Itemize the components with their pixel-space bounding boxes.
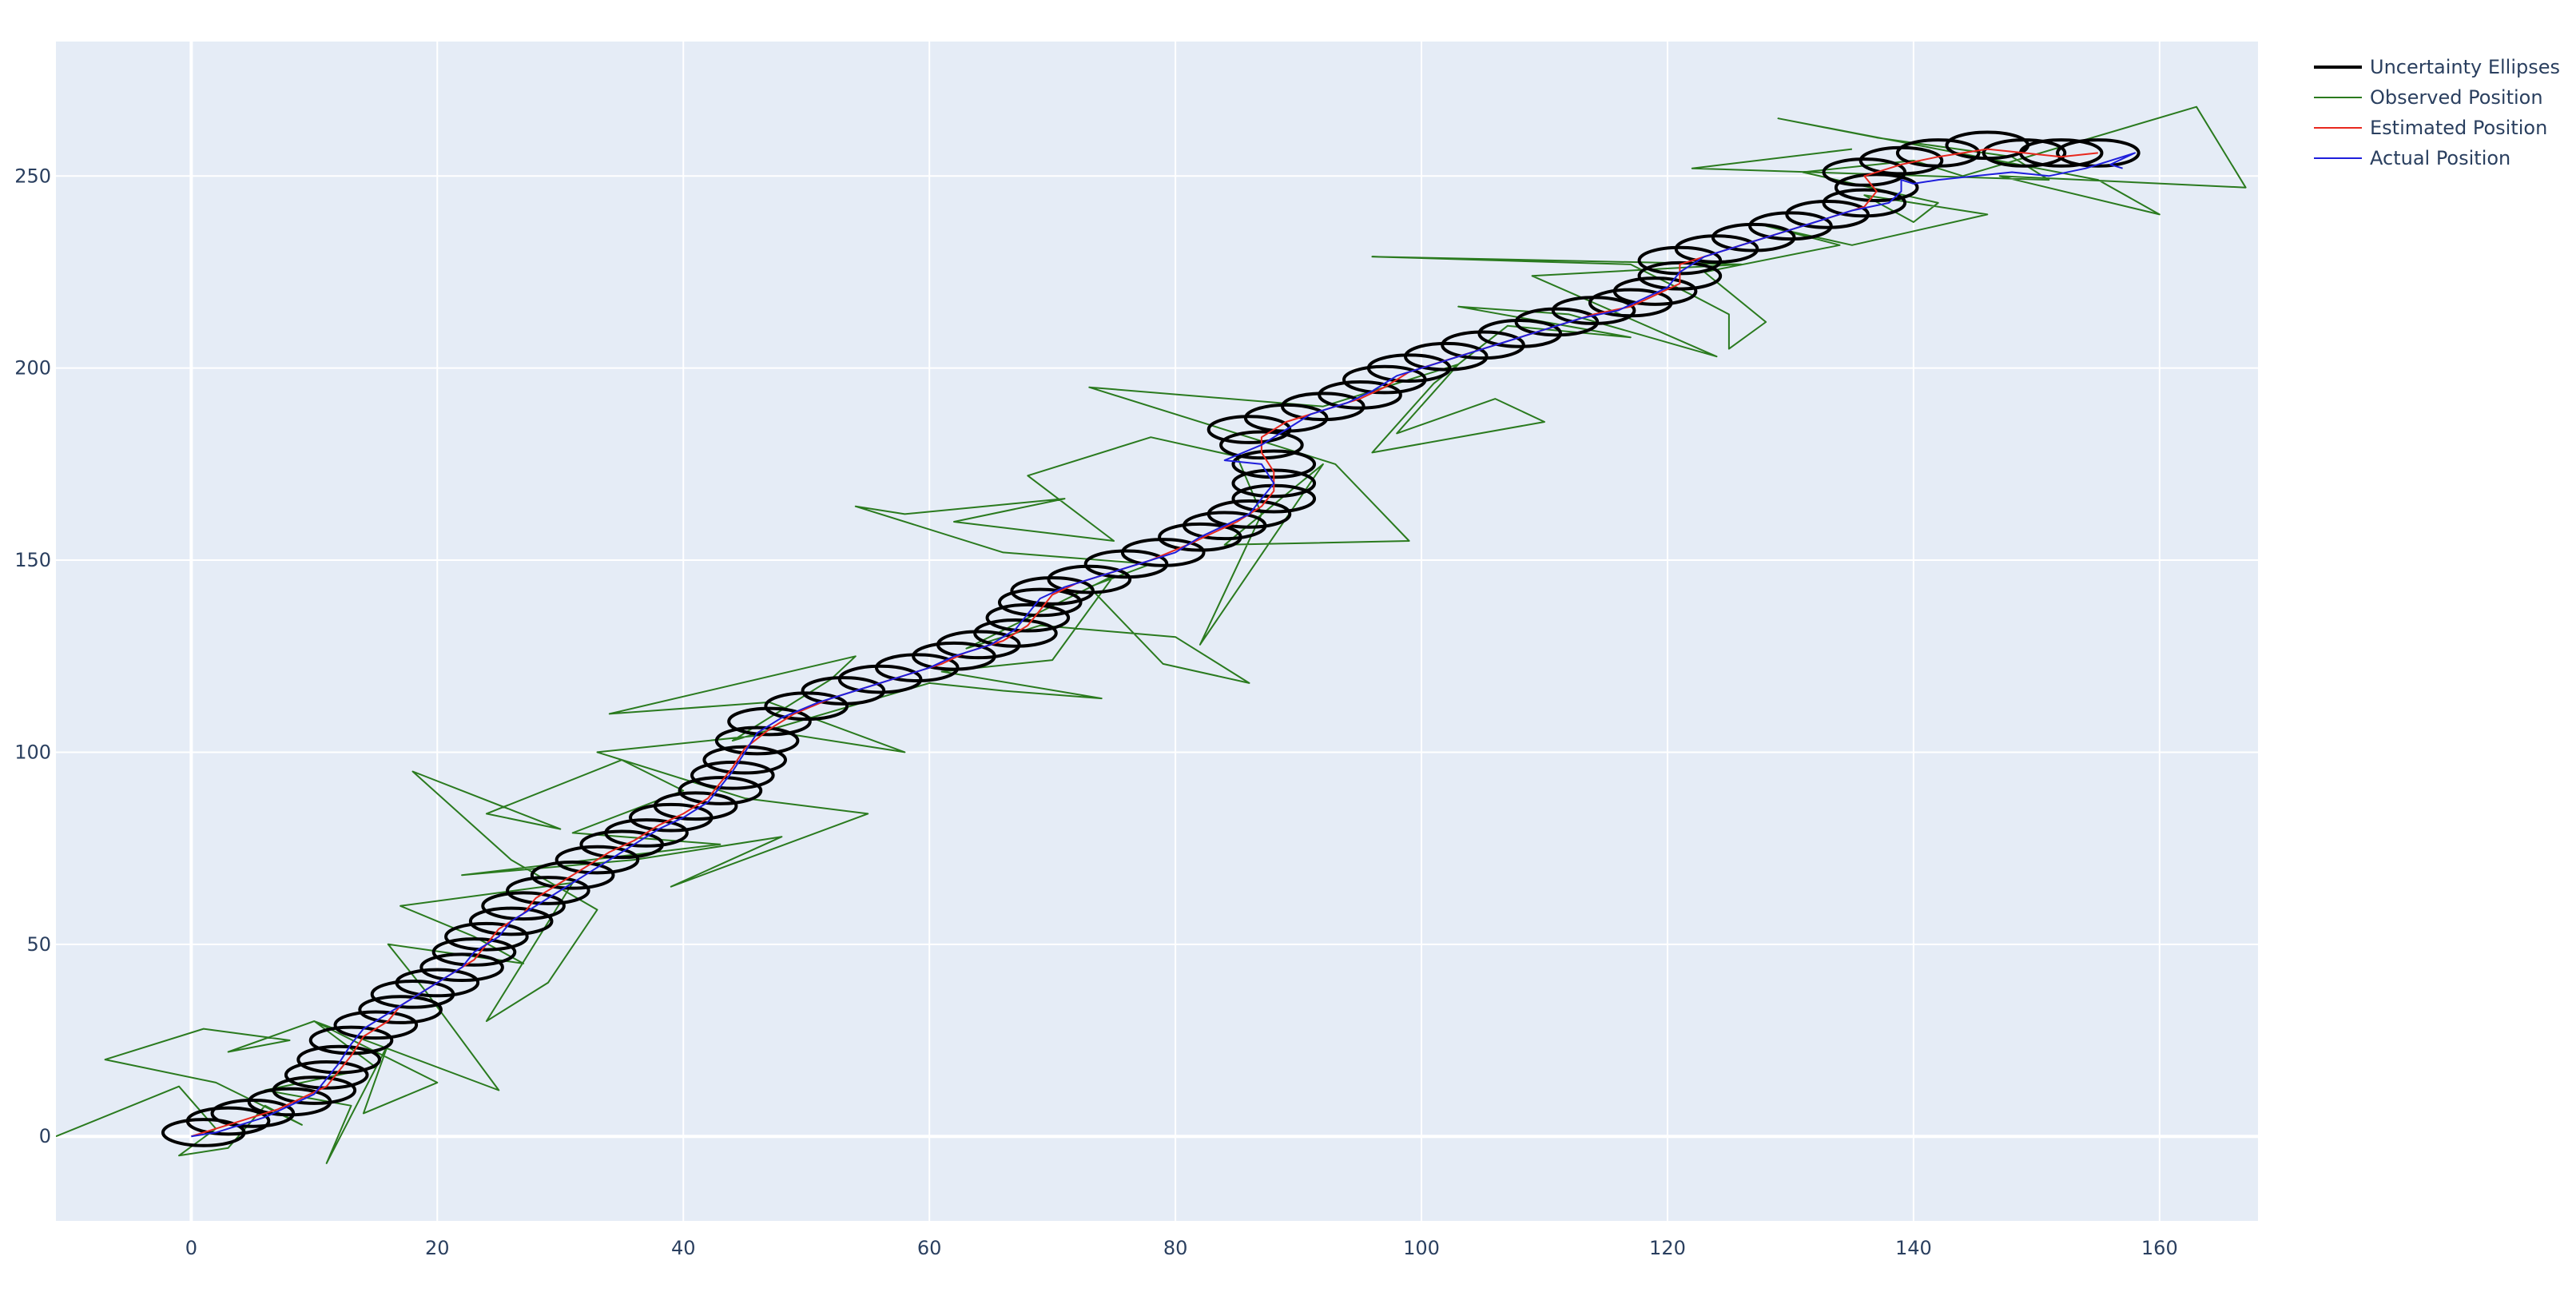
x-tick-label: 80 — [1163, 1237, 1188, 1259]
uncertainty-ellipse — [431, 937, 517, 967]
uncertainty-ellipse — [1834, 173, 1919, 203]
uncertainty-ellipse — [690, 760, 775, 790]
uncertainty-ellipse — [333, 1010, 419, 1040]
uncertainty-ellipse — [419, 952, 504, 983]
uncertainty-ellipse — [727, 706, 812, 737]
uncertainty-ellipse — [185, 1106, 271, 1136]
uncertainty-ellipse — [2056, 138, 2141, 168]
legend-item[interactable]: Estimated Position — [2314, 117, 2547, 139]
y-tick-label: 100 — [14, 741, 51, 763]
legend-item[interactable]: Uncertainty Ellipses — [2314, 56, 2560, 78]
uncertainty-ellipse — [284, 1059, 369, 1090]
legend: Uncertainty Ellipses Observed Position Est… — [2314, 56, 2560, 169]
uncertainty-ellipse — [997, 587, 1083, 618]
legend-label: Observed Position — [2370, 86, 2543, 109]
uncertainty-ellipse — [1318, 380, 1402, 410]
uncertainty-ellipse — [1637, 260, 1723, 291]
uncertainty-ellipse — [1895, 138, 1981, 168]
legend-label: Uncertainty Ellipses — [2370, 56, 2560, 78]
uncertainty-ellipse — [296, 1044, 381, 1075]
x-tick-label: 120 — [1649, 1237, 1686, 1259]
uncertainty-ellipse — [530, 860, 615, 890]
y-tick-label: 50 — [26, 933, 51, 956]
uncertainty-ellipse — [604, 818, 689, 848]
uncertainty-ellipse — [1120, 538, 1206, 567]
legend-label: Estimated Position — [2370, 117, 2547, 139]
y-axis-ticks: 0 50 100 150 200 250 — [14, 165, 51, 1147]
grid — [56, 42, 2258, 1221]
actual-position-line — [191, 152, 2136, 1138]
uncertainty-ellipse — [444, 921, 529, 952]
x-tick-label: 20 — [425, 1237, 450, 1259]
y-tick-label: 200 — [14, 357, 51, 380]
uncertainty-ellipse — [1219, 430, 1304, 460]
uncertainty-ellipse — [1231, 468, 1317, 499]
legend-label: Actual Position — [2370, 147, 2510, 169]
uncertainty-ellipse — [481, 891, 566, 921]
y-tick-label: 150 — [14, 549, 51, 571]
uncertainty-ellipse — [764, 691, 849, 722]
x-tick-label: 0 — [185, 1237, 197, 1259]
uncertainty-ellipse — [702, 745, 788, 775]
uncertainty-ellipse — [468, 906, 554, 936]
uncertainty-ellipse — [1822, 188, 1907, 218]
observed-position-layer — [56, 105, 2247, 1164]
uncertainty-ellipses-layer — [161, 130, 2141, 1147]
y-tick-label: 0 — [39, 1125, 51, 1147]
x-tick-label: 140 — [1895, 1237, 1932, 1259]
y-tick-label: 250 — [14, 165, 51, 187]
legend-item[interactable]: Actual Position — [2314, 147, 2510, 169]
x-tick-label: 160 — [2141, 1237, 2178, 1259]
uncertainty-ellipse — [1612, 276, 1698, 306]
plot-data — [56, 105, 2247, 1164]
uncertainty-ellipse — [308, 1025, 394, 1055]
uncertainty-ellipse — [973, 618, 1058, 648]
uncertainty-ellipse — [653, 791, 738, 821]
uncertainty-ellipse — [272, 1075, 357, 1105]
x-axis-ticks: 0 20 40 60 80 100 120 140 160 — [185, 1237, 2178, 1259]
plot-area — [56, 42, 2258, 1221]
uncertainty-ellipse — [714, 726, 800, 756]
uncertainty-ellipse — [555, 845, 640, 875]
uncertainty-ellipse — [1047, 564, 1132, 594]
uncertainty-ellipse — [985, 602, 1071, 633]
uncertainty-ellipse — [1982, 138, 2067, 168]
legend-item[interactable]: Observed Position — [2314, 86, 2543, 109]
x-tick-label: 40 — [671, 1237, 696, 1259]
uncertainty-ellipse — [678, 776, 763, 805]
uncertainty-ellipse — [506, 876, 590, 905]
actual-position-layer — [191, 152, 2136, 1138]
observed-position-line — [56, 105, 2247, 1164]
x-tick-label: 60 — [917, 1237, 942, 1259]
uncertainty-ellipse — [395, 968, 480, 998]
uncertainty-ellipse — [1207, 499, 1292, 529]
uncertainty-ellipse — [358, 995, 443, 1024]
x-tick-label: 100 — [1403, 1237, 1440, 1259]
